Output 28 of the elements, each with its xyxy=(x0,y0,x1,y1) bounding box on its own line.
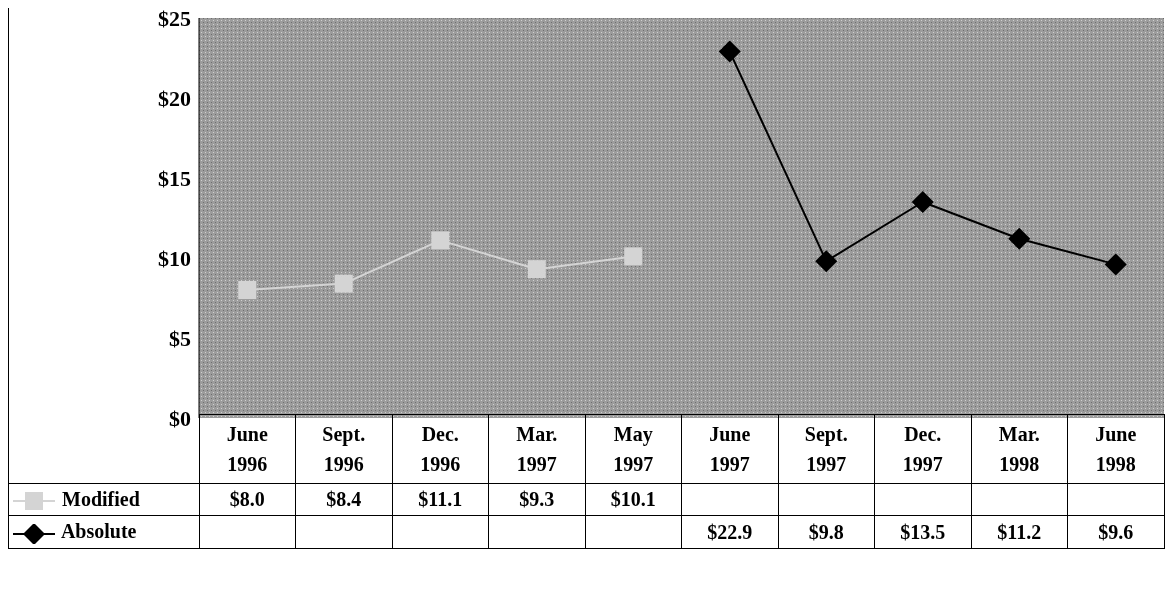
legend-label: Absolute xyxy=(9,515,199,549)
data-label: $9.8 xyxy=(778,515,875,549)
x-tick-label: Sept. 1996 xyxy=(321,422,367,477)
data-label: $11.2 xyxy=(971,515,1068,549)
x-tick-label: Mar. 1998 xyxy=(997,422,1041,477)
data-label: $8.0 xyxy=(199,483,296,516)
x-tick-label: June 1996 xyxy=(225,422,269,477)
data-label: $22.9 xyxy=(681,515,778,549)
data-label: $11.1 xyxy=(392,483,489,516)
x-tick-label: May 1997 xyxy=(612,422,655,477)
data-label: $13.5 xyxy=(874,515,971,549)
data-label: $9.6 xyxy=(1067,515,1164,549)
x-tick-label: June 1997 xyxy=(708,422,752,477)
x-tick-label: Dec. 1996 xyxy=(419,422,462,477)
x-tick-label: Sept. 1997 xyxy=(803,422,849,477)
x-tick-label: Mar. 1997 xyxy=(515,422,559,477)
data-label: $8.4 xyxy=(295,483,392,516)
legend-label: Modified xyxy=(9,483,199,516)
x-tick-label: Dec. 1997 xyxy=(901,422,944,477)
data-label: $10.1 xyxy=(585,483,682,516)
y-tick-label: $15 xyxy=(158,165,191,191)
y-tick-label: $0 xyxy=(169,405,191,431)
y-tick-label: $5 xyxy=(169,325,191,351)
data-label: $9.3 xyxy=(488,483,585,516)
y-tick-label: $10 xyxy=(158,245,191,271)
x-tick-label: June 1998 xyxy=(1094,422,1138,477)
y-tick-label: $20 xyxy=(158,85,191,111)
y-tick-label: $25 xyxy=(158,5,191,31)
